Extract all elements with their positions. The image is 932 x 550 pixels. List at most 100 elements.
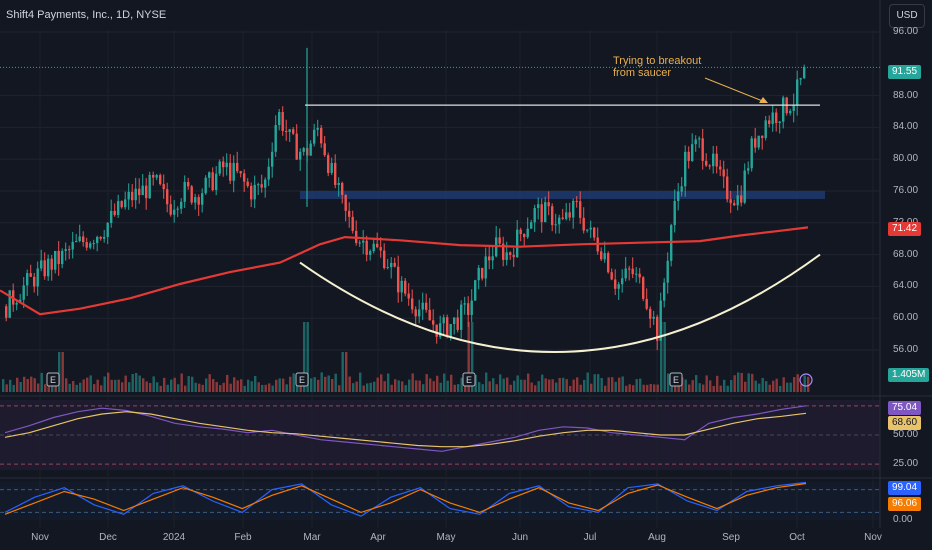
stoch-k-line — [4, 481, 807, 517]
candle-body — [645, 298, 648, 309]
candle-body — [449, 323, 452, 337]
candle-body — [540, 204, 543, 223]
earnings-marker-label: E — [673, 375, 679, 385]
price-tick-label: 56.00 — [893, 344, 919, 355]
candle-body — [628, 268, 631, 270]
candle-body — [169, 204, 172, 215]
candle-body — [792, 104, 795, 111]
volume-bar — [310, 378, 313, 392]
candle-body — [778, 121, 781, 124]
candle-body — [134, 188, 137, 201]
volume-bar — [751, 373, 754, 392]
candle-body — [561, 217, 564, 219]
earnings-marker[interactable]: E — [462, 372, 476, 387]
candle-body — [568, 212, 571, 218]
stoch-d-badge: 96.06 — [888, 497, 922, 511]
volume-bar — [670, 380, 673, 392]
candle-body — [173, 209, 176, 215]
candle-body — [155, 175, 158, 178]
candle-body — [117, 201, 120, 215]
currency-button[interactable]: USD — [889, 4, 925, 28]
volume-bar — [548, 379, 551, 392]
volume-bar — [149, 382, 152, 392]
candle-body — [698, 138, 701, 140]
volume-bar — [173, 377, 176, 392]
candle-body — [330, 162, 333, 173]
candle-body — [180, 201, 183, 209]
volume-bar — [726, 385, 729, 392]
volume-bar — [488, 381, 491, 392]
candle-body — [393, 262, 396, 267]
candle-body — [621, 278, 624, 285]
candle-body — [176, 208, 179, 210]
candle-body — [747, 168, 750, 171]
candle-body — [376, 243, 379, 248]
candle-body — [673, 200, 676, 226]
volume-bar — [520, 379, 523, 392]
time-tick-label: Nov — [864, 532, 882, 543]
candle-body — [162, 184, 165, 190]
candle-body — [404, 280, 407, 294]
rsi-pane-bg — [0, 400, 880, 470]
rsi-ma-line — [4, 411, 807, 448]
candle-body — [617, 284, 620, 289]
candle-body — [803, 66, 806, 79]
candle-body — [428, 309, 431, 321]
volume-bar — [401, 381, 404, 392]
volume-bar — [37, 383, 40, 392]
candle-body — [663, 282, 666, 301]
candle-body — [106, 222, 109, 237]
candle-body — [432, 320, 435, 325]
volume-bar — [478, 382, 481, 392]
earnings-marker[interactable]: E — [295, 372, 309, 387]
time-tick-label: Dec — [99, 532, 117, 543]
candle-body — [379, 247, 382, 251]
volume-bar — [506, 377, 509, 392]
earnings-marker-label: E — [50, 375, 56, 385]
candle-body — [5, 306, 8, 318]
stoch-d-line — [4, 482, 807, 515]
volume-bar — [768, 384, 771, 392]
candle-body — [708, 165, 711, 167]
volume-bar — [285, 384, 288, 392]
candle-body — [411, 298, 414, 310]
candle-body — [253, 184, 256, 200]
volume-bar — [369, 382, 372, 392]
candle-body — [383, 250, 386, 268]
candle-body — [572, 200, 575, 218]
volume-bar — [341, 352, 344, 392]
candle-body — [799, 78, 802, 80]
candle-body — [782, 97, 785, 122]
volume-bar — [607, 377, 610, 392]
volume-bar — [2, 379, 5, 392]
volume-bar — [366, 383, 369, 392]
earnings-marker[interactable]: E — [669, 372, 683, 387]
candle-body — [61, 250, 64, 265]
candle-body — [29, 273, 32, 277]
price-tick-label: 84.00 — [893, 121, 919, 133]
volume-bar — [219, 385, 222, 392]
candle-body — [736, 195, 739, 206]
earnings-marker[interactable]: E — [46, 372, 60, 387]
time-tick-label: Feb — [234, 532, 252, 543]
candle-body — [243, 173, 246, 182]
candle-body — [54, 250, 57, 270]
candle-body — [337, 182, 340, 185]
volume-bar — [89, 375, 92, 392]
candle-body — [624, 268, 627, 279]
candlesticks — [5, 47, 806, 351]
annotation-arrowhead — [759, 97, 768, 103]
volume-bar — [152, 376, 155, 392]
candle-body — [600, 251, 603, 260]
volume-bar — [96, 379, 99, 392]
volume-bar — [744, 381, 747, 392]
candle-body — [229, 162, 232, 181]
volume-bar — [145, 381, 148, 392]
volume-bar — [572, 379, 575, 392]
volume-bar — [226, 374, 229, 392]
volume-bar — [114, 379, 117, 392]
volume-bar — [509, 384, 512, 392]
candle-body — [638, 273, 641, 278]
candle-body — [124, 199, 127, 208]
